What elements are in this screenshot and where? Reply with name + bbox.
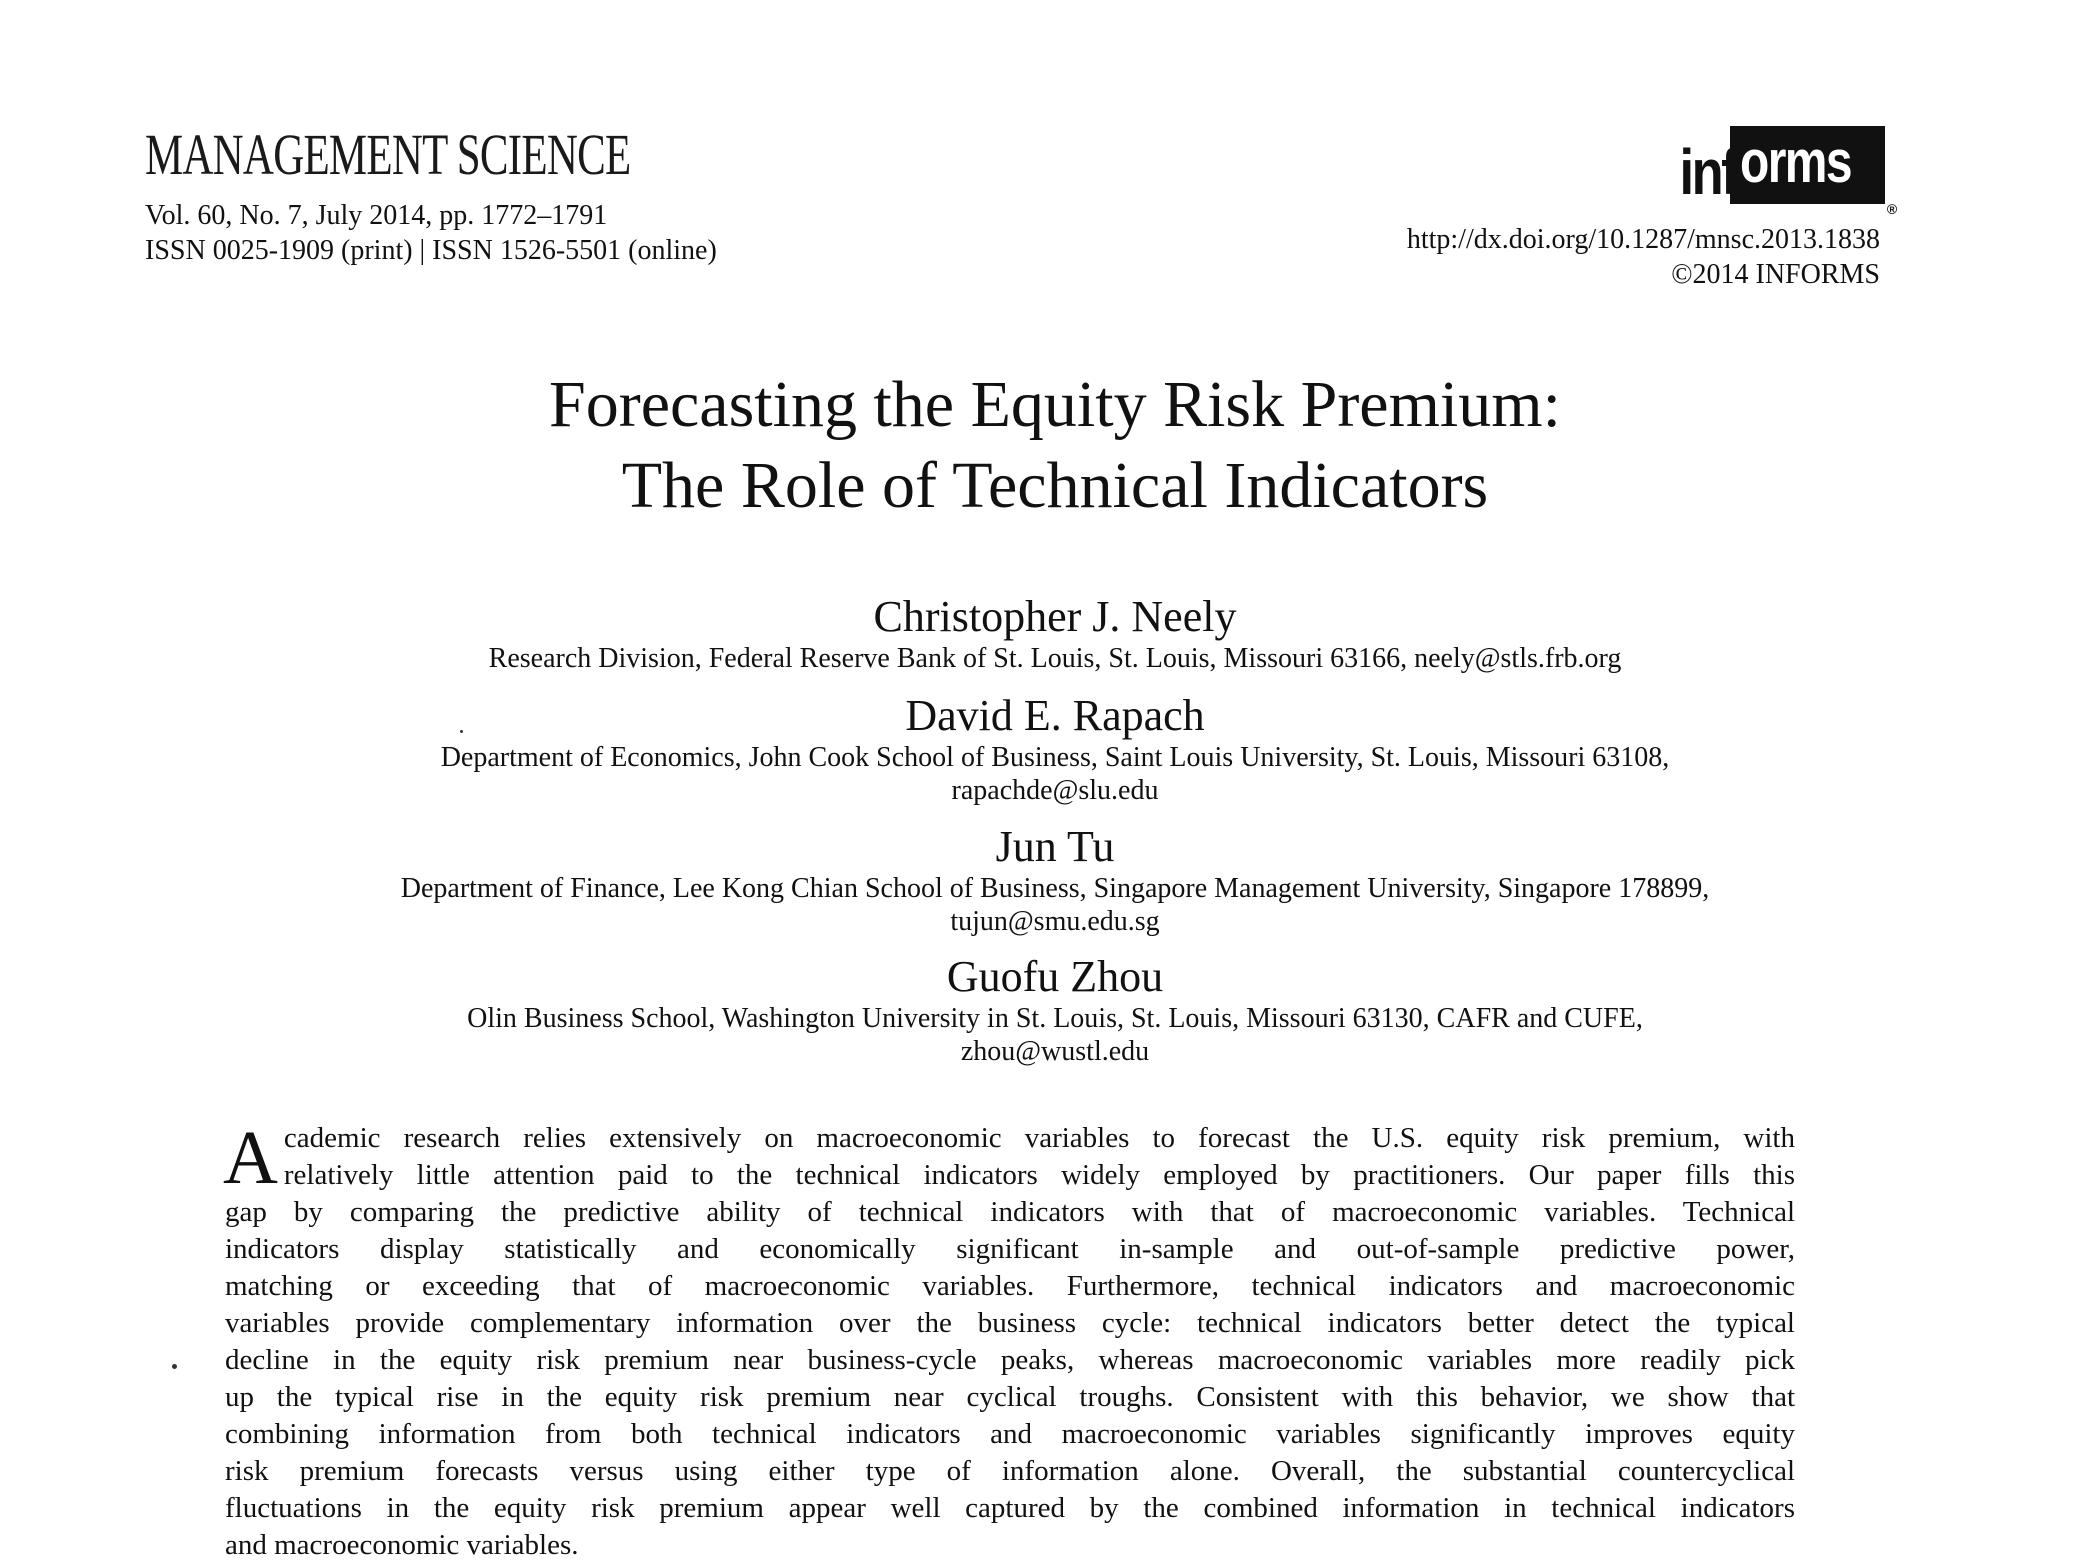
journal-name: MANAGEMENT SCIENCE [145, 122, 631, 187]
author-block: David E. Rapach Department of Economics,… [15, 691, 2080, 807]
abstract-line: indicators display statistically and eco… [225, 1233, 1795, 1265]
author-name: David E. Rapach [905, 691, 1205, 740]
author-affiliation: Department of Finance, Lee Kong Chian Sc… [400, 873, 1710, 904]
author-name: Jun Tu [995, 822, 1115, 871]
doi-link[interactable]: http://dx.doi.org/10.1287/mnsc.2013.1838 [1406, 224, 1880, 255]
informs-logo: inf orms ® [1667, 124, 1897, 216]
author-email[interactable]: tujun@smu.edu.sg [950, 906, 1160, 937]
abstract-line: and macroeconomic variables. [225, 1529, 579, 1561]
author-email[interactable]: rapachde@slu.edu [951, 775, 1159, 806]
abstract-dropcap: A [223, 1116, 278, 1200]
abstract-line: cademic research relies extensively on m… [283, 1122, 1795, 1154]
copyright-notice: ©2014 INFORMS [1671, 259, 1880, 290]
logo-text-right: orms [1740, 128, 1853, 195]
author-email[interactable]: zhou@wustl.edu [960, 1036, 1150, 1067]
abstract: A cademic research relies extensively on… [223, 1116, 1795, 1564]
scan-speck [172, 1364, 177, 1369]
author-name: Christopher J. Neely [873, 592, 1237, 641]
author-block: Christopher J. Neely Research Division, … [15, 592, 2080, 675]
logo-text-left: inf [1679, 136, 1738, 208]
paper-title-line-1: Forecasting the Equity Risk Premium: [549, 368, 1561, 441]
author-block: Guofu Zhou Olin Business School, Washing… [15, 952, 2080, 1068]
author-affiliation: Olin Business School, Washington Univers… [467, 1003, 1643, 1034]
issn-info: ISSN 0025-1909 (print) | ISSN 1526-5501 … [145, 235, 717, 266]
author-affiliation: Department of Economics, John Cook Schoo… [440, 742, 1670, 773]
author-name: Guofu Zhou [946, 952, 1164, 1001]
author-block: Jun Tu Department of Finance, Lee Kong C… [15, 822, 2080, 938]
abstract-line: matching or exceeding that of macroecono… [225, 1270, 1795, 1302]
paper-title-line-2: The Role of Technical Indicators [621, 449, 1489, 522]
abstract-line: decline in the equity risk premium near … [225, 1344, 1795, 1376]
author-affiliation: Research Division, Federal Reserve Bank … [488, 643, 1622, 674]
abstract-line: relatively little attention paid to the … [283, 1159, 1795, 1191]
registered-mark: ® [1886, 201, 1898, 217]
abstract-line: combining information from both technica… [225, 1418, 1795, 1450]
abstract-line: gap by comparing the predictive ability … [225, 1196, 1795, 1228]
abstract-line: fluctuations in the equity risk premium … [225, 1492, 1795, 1524]
abstract-line: risk premium forecasts versus using eith… [225, 1455, 1795, 1487]
scan-speck [460, 730, 463, 733]
abstract-line: variables provide complementary informat… [225, 1307, 1795, 1339]
abstract-line: up the typical rise in the equity risk p… [225, 1381, 1795, 1413]
logo-text-box: orms [1730, 126, 1885, 204]
volume-info: Vol. 60, No. 7, July 2014, pp. 1772–1791 [145, 200, 608, 231]
